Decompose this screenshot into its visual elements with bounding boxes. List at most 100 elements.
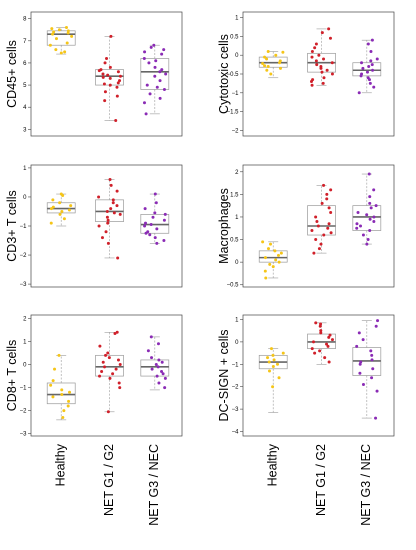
data-point: [320, 31, 324, 35]
y-tick-label: 0: [23, 363, 27, 369]
data-point: [365, 242, 369, 246]
data-point: [374, 324, 378, 328]
data-point: [329, 210, 333, 214]
data-point: [115, 94, 119, 98]
data-point: [106, 221, 110, 225]
box-group-2: [95, 178, 124, 260]
data-point: [100, 236, 104, 240]
data-point: [272, 358, 276, 362]
box-group-2: [95, 34, 124, 122]
y-tick-label: 3: [23, 127, 27, 133]
data-point: [51, 395, 55, 399]
data-point: [60, 388, 64, 392]
data-point: [309, 80, 313, 84]
y-tick-label: 0: [235, 53, 239, 59]
category-label: NET G3 / NEC: [147, 444, 161, 526]
y-tick-label: −2: [232, 128, 240, 134]
data-point: [160, 360, 164, 364]
data-point: [266, 64, 270, 68]
data-point: [327, 206, 331, 210]
y-tick-label: 0.5: [230, 34, 239, 40]
data-point: [275, 362, 279, 366]
data-point: [49, 383, 53, 387]
data-point: [320, 70, 324, 74]
data-point: [267, 369, 271, 373]
plot-frame: [242, 314, 395, 437]
y-tick-label: 7: [23, 39, 27, 45]
data-point: [314, 238, 318, 242]
data-point: [115, 85, 119, 89]
data-point: [357, 331, 361, 335]
data-point: [368, 201, 372, 205]
data-point: [322, 57, 326, 61]
data-point: [104, 230, 108, 234]
data-point: [108, 83, 112, 87]
box-group-3: [140, 43, 170, 116]
data-point: [328, 36, 332, 40]
data-point: [368, 229, 372, 233]
data-point: [143, 50, 147, 54]
data-point: [327, 222, 331, 226]
data-point: [154, 363, 158, 367]
data-point: [142, 57, 146, 60]
category-label: NET G1 / G2: [314, 444, 328, 516]
data-point: [330, 72, 334, 76]
data-point: [97, 224, 101, 228]
data-point: [266, 49, 270, 53]
data-point: [63, 50, 67, 54]
data-point: [319, 66, 323, 70]
data-point: [67, 208, 71, 212]
data-point: [151, 215, 155, 219]
y-tick-label: −2: [20, 409, 28, 415]
data-point: [319, 322, 323, 326]
data-point: [367, 172, 371, 176]
data-point: [158, 96, 162, 100]
data-point: [367, 78, 371, 82]
data-point: [329, 188, 333, 192]
data-point: [268, 262, 272, 266]
data-point: [118, 363, 122, 367]
iqr-box: [258, 250, 288, 263]
data-point: [162, 239, 166, 243]
box-group-3: [140, 335, 170, 391]
data-point: [118, 79, 122, 83]
data-point: [263, 64, 267, 68]
data-point: [326, 344, 330, 348]
data-point: [114, 119, 118, 122]
data-point: [108, 376, 112, 380]
data-point: [156, 342, 160, 346]
data-point: [271, 265, 275, 269]
data-point: [111, 201, 115, 205]
data-point: [49, 207, 53, 211]
data-point: [314, 59, 318, 63]
data-point: [153, 65, 157, 69]
data-point: [321, 81, 325, 85]
data-point: [153, 74, 157, 78]
data-point: [48, 43, 52, 47]
data-point: [330, 61, 334, 65]
data-point: [145, 83, 149, 87]
y-tick-label: 0.5: [230, 238, 239, 244]
box-group-1: [46, 26, 76, 55]
data-point: [310, 49, 314, 53]
data-point: [105, 209, 109, 213]
data-point: [153, 236, 157, 240]
data-point: [360, 61, 364, 65]
data-point: [328, 333, 332, 337]
data-point: [115, 189, 119, 193]
data-point: [375, 57, 379, 61]
iqr-box: [352, 205, 382, 231]
data-point: [58, 201, 62, 205]
y-tick-label: −1: [232, 91, 240, 97]
data-point: [154, 201, 158, 205]
data-point: [269, 72, 273, 76]
data-point: [112, 211, 116, 215]
data-point: [269, 347, 273, 351]
data-point: [70, 34, 74, 38]
category-label: NET G1 / G2: [102, 444, 116, 516]
data-point: [372, 215, 376, 219]
y-tick-label: 5: [23, 83, 27, 89]
data-point: [271, 353, 275, 357]
data-point: [149, 223, 153, 227]
data-point: [100, 369, 104, 373]
